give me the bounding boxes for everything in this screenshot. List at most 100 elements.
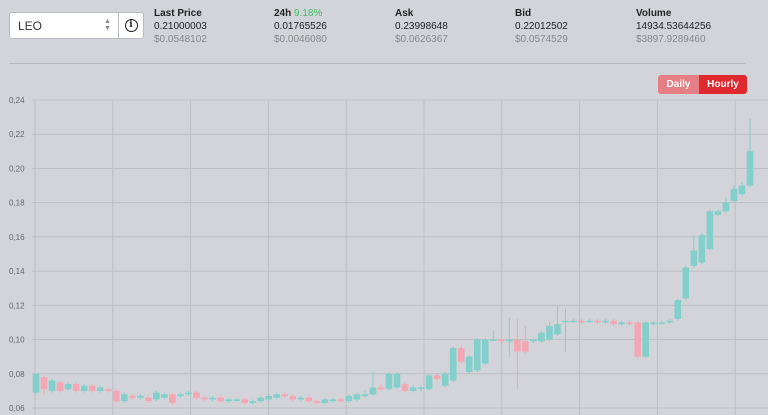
candle-body [594, 320, 601, 323]
stat-24h-percent: 9.18% [294, 8, 323, 19]
candle-body [257, 397, 264, 402]
candle-body [120, 394, 128, 402]
candle-body [530, 339, 537, 342]
stat-usd: $3897.9289460 [636, 34, 706, 45]
candle-body [546, 325, 553, 340]
candle-body [722, 202, 730, 212]
candle-body [297, 397, 305, 400]
candle-body [634, 322, 641, 357]
stat-value: 0.21000003 [154, 21, 207, 32]
stat-value: 0.22012502 [515, 21, 568, 32]
candle-body [481, 339, 489, 364]
candle-body [746, 151, 754, 186]
candle-body [425, 375, 433, 390]
daily-button[interactable]: Daily [658, 75, 699, 94]
candle-body [56, 382, 64, 391]
candle-body [417, 387, 425, 389]
candle-body [112, 390, 120, 402]
candle-body [433, 375, 441, 379]
candle-body [554, 324, 561, 335]
candle-body [169, 394, 176, 403]
y-tick-label: 0,10 [9, 336, 25, 345]
candle-body [514, 339, 521, 352]
candle-body [409, 387, 417, 391]
candle-body [289, 396, 297, 400]
candle-body [225, 399, 232, 402]
candle-body [72, 384, 80, 391]
candle-body [489, 339, 497, 342]
y-tick-label: 0,24 [9, 96, 25, 105]
candle-body [48, 380, 56, 391]
candle-body [738, 185, 746, 195]
candle-body [185, 392, 192, 395]
candle-body [618, 322, 625, 325]
candle-body [441, 373, 449, 386]
candle-body [345, 396, 353, 402]
candle-body [538, 332, 545, 342]
candle-body [522, 341, 529, 352]
candle-body [570, 320, 577, 323]
info-icon: i [124, 19, 138, 32]
candle-body [153, 392, 160, 400]
candle-body [321, 399, 329, 403]
y-tick-label: 0,08 [9, 370, 25, 379]
candlestick-chart: 0,06 0,08 0,10 0,12 0,14 0,16 0,18 0,20 0,22 0,24 [9, 96, 768, 415]
stat-value: 14934.53644256 [636, 21, 712, 32]
token-select[interactable]: LEO ▲ ▼ [9, 12, 119, 39]
candle-body [658, 322, 666, 324]
y-tick-label: 0,12 [9, 301, 25, 310]
candle-body [40, 377, 48, 390]
candle-body [88, 385, 96, 391]
candle-body [698, 235, 706, 263]
candle-body [353, 394, 361, 400]
candle-body [714, 211, 722, 215]
candle-body [313, 401, 321, 403]
candle-body [562, 320, 569, 323]
candle-body [305, 397, 313, 402]
candle-body [730, 188, 738, 201]
y-tick-label: 0,14 [9, 267, 25, 276]
stat-bid: Bid 0.22012502 $0.0574529 [515, 7, 568, 46]
stat-usd: $0.0046080 [274, 34, 327, 45]
y-tick-label: 0,20 [9, 164, 25, 173]
candle-body [137, 396, 144, 398]
stat-label: 24h [274, 8, 292, 19]
info-button[interactable]: i [119, 12, 144, 39]
stat-24h: 24h 9.18% 0.01765526 $0.0046080 [274, 7, 327, 46]
stat-ask: Ask 0.23998648 $0.0626367 [395, 7, 448, 46]
candle-body [473, 339, 481, 371]
candle-body [682, 267, 690, 299]
y-tick-label: 0,22 [9, 130, 25, 139]
candle-body [265, 396, 272, 400]
stat-label: Volume [636, 8, 672, 19]
candle-body [690, 250, 698, 266]
candle-body [64, 384, 72, 390]
candle-body [449, 348, 457, 381]
candle-body [201, 397, 208, 400]
candle-body [217, 397, 224, 402]
candle-body [377, 387, 385, 390]
candle-body [626, 322, 633, 325]
candle-body [209, 397, 216, 400]
candle-body [241, 399, 248, 403]
candle-body [233, 399, 240, 401]
candle-body [145, 397, 152, 402]
candle-body [80, 385, 88, 391]
candle-body [498, 339, 505, 342]
candle-body [281, 394, 288, 397]
candle-body [329, 399, 337, 402]
candle-body [249, 401, 256, 403]
select-arrows-icon: ▲ ▼ [104, 18, 111, 32]
hourly-button[interactable]: Hourly [699, 75, 747, 94]
candle-body [401, 384, 409, 391]
candle-body [161, 394, 168, 398]
candle-body [177, 394, 184, 397]
candle-body [393, 373, 401, 388]
candle-body [457, 348, 465, 362]
header-divider [9, 63, 746, 64]
candle-body [385, 373, 393, 390]
candle-body [506, 339, 513, 342]
stat-last-price: Last Price 0.21000003 $0.0548102 [154, 7, 207, 46]
stat-usd: $0.0548102 [154, 34, 207, 45]
stat-label: Last Price [154, 8, 202, 19]
